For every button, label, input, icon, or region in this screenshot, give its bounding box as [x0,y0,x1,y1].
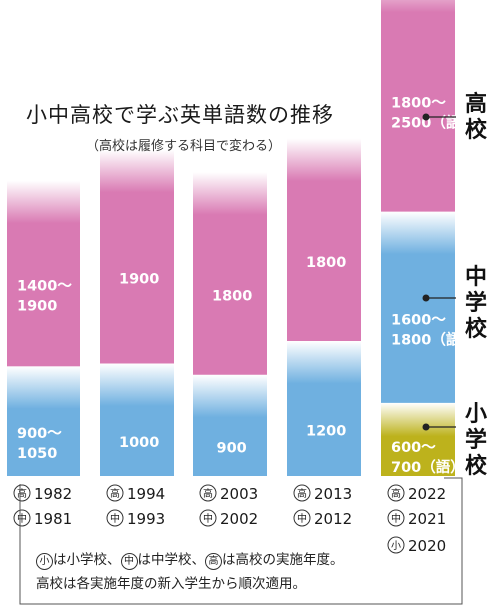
footnote-text-high: は高校の実施年度。 [222,552,344,568]
bar-high-4 [287,180,361,341]
footnote-text-middle: は中学校、 [137,552,206,568]
value-label-middle-4: 1200 [306,424,346,440]
bar-middle-fade-2 [100,363,174,406]
bar-high-fade-4 [287,138,361,181]
value-label-middle-3: 900 [217,440,247,456]
year-badge-5-3 [387,536,405,554]
year-label-5-1: 2022 [408,485,446,503]
year-badge-4-1 [293,484,311,502]
year-label-1-1: 1982 [34,485,72,503]
year-label-4-1: 2013 [314,485,352,503]
side-label-middle: 中学校 [464,265,487,342]
bar-middle-fade-1 [7,366,80,409]
bar-high-fade-1 [7,180,80,224]
footnote-badge-middle: 中 [120,553,138,570]
year-badge-text-1-1: 高 [17,487,27,500]
year-label-4-2: 2012 [314,510,352,528]
year-badge-text-5-3: 小 [391,540,401,552]
footnote-line-1: 小は小学校、中は中学校、高は高校の実施年度。 [36,548,344,570]
bar-middle-2 [100,405,174,476]
bar-middle-fade-5 [381,211,455,255]
value-label-high-1: 1400〜 1900 [17,279,72,315]
year-badge-5-2 [387,509,405,527]
year-badge-3-1 [199,484,217,502]
bar-middle-1 [7,408,80,476]
year-badge-text-2-2: 中 [110,512,120,525]
side-label-elementary: 小学校 [464,402,487,479]
bar-high-fade-5 [381,0,455,13]
bar-high-2 [100,191,174,364]
year-badge-2-1 [106,484,124,502]
value-label-high-5: 1800〜 2500（語） [391,96,475,132]
chart-subtitle: （高校は履修する科目で変わる） [86,139,282,154]
year-badge-1-2 [13,509,31,527]
year-label-5-3: 2020 [408,537,446,555]
year-label-1-2: 1981 [34,510,72,528]
bar-middle-4 [287,383,361,476]
year-label-2-1: 1994 [127,485,165,503]
footnote-badge-high: 高 [205,553,222,570]
value-label-elementary-5: 600〜 700（語） [391,440,465,476]
footnote-line-2: 高校は各実施年度の新入学生から順次適用。 [36,576,306,592]
bar-high-fade-2 [100,149,174,193]
year-label-3-2: 2002 [220,510,258,528]
bar-middle-5 [381,253,455,403]
chart-title: 小中高校で学ぶ英単語数の推移 [26,103,334,127]
year-badge-1-1 [13,484,31,502]
bar-high-3 [193,214,267,375]
value-label-middle-2: 1000 [119,435,159,451]
year-badge-text-4-2: 中 [297,512,307,525]
side-label-high: 高校 [464,92,487,143]
year-label-2-2: 1993 [127,510,165,528]
year-badge-text-3-2: 中 [203,512,213,525]
bar-high-1 [7,222,80,367]
value-label-high-3: 1800 [212,289,252,305]
bar-middle-3 [193,416,267,476]
bar-high-5 [381,11,455,212]
bar-elementary-5 [381,435,455,476]
year-badge-text-5-1: 高 [391,487,401,500]
year-badge-text-4-1: 高 [297,487,307,500]
year-badge-2-2 [106,509,124,527]
bar-middle-fade-3 [193,374,267,418]
year-badge-text-2-1: 高 [110,487,120,500]
value-label-high-2: 1900 [119,272,159,288]
year-badge-text-1-2: 中 [17,512,27,525]
bar-middle-fade-4 [287,341,361,384]
value-label-high-4: 1800 [306,255,346,271]
footnote-text-elementary: は小学校、 [53,552,121,568]
year-label-5-2: 2021 [408,510,446,528]
year-badge-4-2 [293,509,311,527]
year-badge-text-5-2: 中 [391,512,401,525]
year-badge-3-2 [199,509,217,527]
year-badge-text-3-1: 高 [203,487,213,500]
year-label-3-1: 2003 [220,485,258,503]
value-label-middle-5: 1600〜 1800（語） [391,312,475,348]
value-label-middle-1: 900〜 1050 [17,426,62,462]
footnote-frame [19,477,463,605]
bar-high-fade-3 [193,172,267,215]
bar-elementary-fade-5 [381,402,455,437]
footnote-badge-elementary: 小 [36,553,53,570]
year-badge-5-1 [387,484,405,502]
